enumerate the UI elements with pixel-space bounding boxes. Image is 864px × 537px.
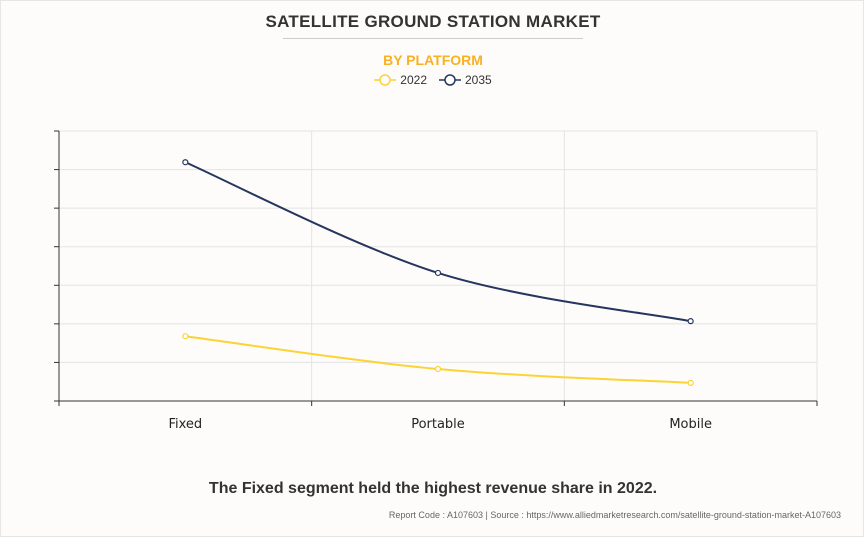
legend-item-2035[interactable]: 2035 (439, 73, 492, 87)
chart-subtitle: BY PLATFORM (383, 52, 483, 68)
x-tick-label-portable: Portable (411, 417, 465, 432)
legend-marker-2022-icon (374, 74, 397, 86)
source-footer: Report Code : A107603 | Source : https:/… (388, 510, 841, 520)
series-line-2035 (184, 161, 691, 323)
legend: 2022 2035 (1, 73, 863, 87)
chart-title: SATELLITE GROUND STATION MARKET (265, 12, 601, 31)
chart-caption: The Fixed segment held the highest reven… (208, 480, 658, 497)
legend-item-2022[interactable]: 2022 (374, 73, 427, 87)
line-chart: Fixed Portable Mobile (54, 130, 818, 432)
x-tick-label-mobile: Mobile (669, 417, 712, 432)
title-divider (283, 38, 583, 39)
x-tick-label-fixed: Fixed (168, 417, 202, 432)
legend-marker-2035-icon (439, 74, 461, 86)
data-point-2035-portable (434, 269, 442, 277)
data-point-2035-fixed (182, 159, 189, 166)
legend-label-2035: 2035 (465, 73, 492, 87)
data-point-2035-mobile (687, 318, 694, 325)
data-point-2022-fixed (182, 333, 189, 340)
data-point-2022-portable (434, 365, 442, 373)
legend-label-2022: 2022 (400, 73, 427, 87)
data-point-2022-mobile (687, 379, 694, 386)
series-line-2022 (185, 335, 691, 384)
